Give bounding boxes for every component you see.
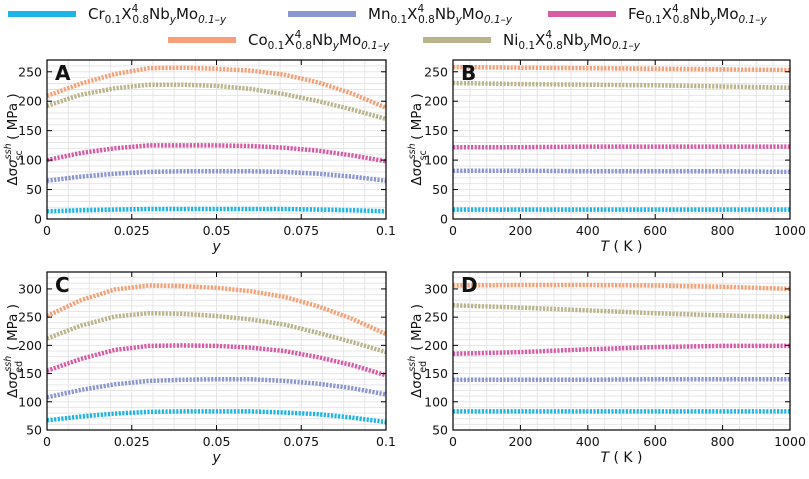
y-tick-label: 50: [432, 182, 448, 197]
y-tick-label: 200: [424, 338, 448, 353]
legend-entry-co: Co0.1X4 0.8NbyMo0.1–y: [168, 29, 390, 52]
y-tick-label: 250: [18, 64, 42, 79]
x-tick-label: 0: [449, 223, 457, 238]
legend: Cr0.1X4 0.8NbyMo0.1–y Mn0.1X4 0.8NbyMo0.1–y…: [8, 3, 767, 52]
legend-entry-fe: Fe0.1X4 0.8NbyMo0.1–y: [548, 3, 767, 26]
panel-letter: D: [461, 273, 478, 297]
panel-letter: B: [461, 61, 476, 85]
x-tick-label: 400: [576, 434, 600, 449]
x-tick-label: 0.075: [283, 434, 319, 449]
series-line-cr: [46, 409, 387, 425]
y-tick-label: 100: [424, 394, 448, 409]
y-tick-label: 150: [18, 123, 42, 138]
x-tick-label: 200: [508, 434, 532, 449]
legend-label: Cr0.1X4 0.8NbyMo0.1–y: [88, 3, 227, 26]
x-tick-label: 0.1: [376, 434, 396, 449]
series-line-fe: [453, 144, 790, 150]
y-axis-label: Δσσsshed ( MPa ): [407, 304, 429, 398]
x-axis-label: y: [211, 239, 221, 255]
y-tick-label: 0: [34, 212, 42, 227]
y-tick-label: 200: [424, 94, 448, 109]
plot-frame: [452, 59, 791, 220]
panel-c: 0 0.025 0.05 0.075 0.1 50 100 150 200 250 300 Cy Δσσ…: [3, 271, 396, 466]
y-tick-label: 100: [18, 153, 42, 168]
series-line-cr: [46, 206, 387, 214]
y-tick-label: 100: [424, 153, 448, 168]
series-line-mn: [453, 168, 791, 175]
y-tick-label: 150: [424, 123, 448, 138]
series-line-co: [46, 65, 387, 110]
legend-label: Ni0.1X4 0.8NbyMo0.1–y: [503, 29, 641, 52]
series-line-mn: [46, 169, 387, 183]
x-tick-label: 0.1: [376, 223, 396, 238]
y-tick-label: 250: [18, 310, 42, 325]
y-tick-label: 150: [18, 366, 42, 381]
y-tick-label: 150: [424, 366, 448, 381]
x-tick-label: 200: [508, 223, 532, 238]
y-tick-label: 250: [424, 64, 448, 79]
legend-label: Fe0.1X4 0.8NbyMo0.1–y: [628, 3, 767, 26]
plot-frame: [452, 271, 791, 431]
y-axis-label: Δσσsshed ( MPa ): [3, 304, 25, 398]
y-tick-label: 200: [18, 338, 42, 353]
y-axis-label: Δσσsshsc ( MPa ): [407, 93, 429, 185]
y-axis-label: Δσσsshsc ( MPa ): [3, 93, 25, 185]
x-tick-label: 600: [643, 434, 667, 449]
y-tick-label: 300: [18, 281, 42, 296]
x-tick-label: 1000: [774, 434, 806, 449]
series-line-ni: [452, 303, 791, 320]
series-line-fe: [46, 143, 387, 164]
legend-label: Co0.1X4 0.8NbyMo0.1–y: [248, 29, 390, 52]
x-tick-label: 0.05: [203, 434, 231, 449]
series-line-mn: [46, 376, 387, 400]
legend-label: Mn0.1X4 0.8NbyMo0.1–y: [368, 3, 513, 26]
x-tick-label: 0: [43, 434, 51, 449]
legend-entry-ni: Ni0.1X4 0.8NbyMo0.1–y: [423, 29, 641, 52]
x-tick-label: 0: [43, 223, 51, 238]
x-tick-label: 600: [643, 223, 667, 238]
series-line-fe: [46, 343, 387, 378]
series-line-ni: [46, 310, 387, 355]
series-line-co: [452, 282, 791, 292]
y-tick-label: 300: [424, 281, 448, 296]
series-line-mn: [453, 376, 790, 383]
y-tick-label: 250: [424, 310, 448, 325]
panel-letter: C: [55, 273, 70, 297]
series-line-ni: [46, 82, 387, 122]
panel-d: 0 200 400 600 800 1000 50 100 150 200 250 300 D T ( K…: [407, 271, 806, 466]
series-line-fe: [452, 343, 790, 357]
y-tick-label: 100: [18, 394, 42, 409]
y-tick-label: 200: [18, 94, 42, 109]
panel-letter: A: [55, 61, 71, 85]
x-tick-label: 0.025: [114, 434, 150, 449]
legend-entry-mn: Mn0.1X4 0.8NbyMo0.1–y: [288, 3, 513, 26]
legend-entry-cr: Cr0.1X4 0.8NbyMo0.1–y: [8, 3, 227, 26]
panel-a: 0 0.025 0.05 0.075 0.1 0 50 100 150 200 250 Ay Δσσss…: [3, 59, 396, 255]
y-tick-label: 50: [26, 182, 42, 197]
y-tick-label: 0: [440, 212, 448, 227]
x-tick-label: 0.025: [114, 223, 150, 238]
x-axis-label: T ( K ): [600, 450, 642, 466]
y-tick-label: 50: [26, 423, 42, 438]
series-line-co: [46, 283, 387, 337]
x-tick-label: 1000: [774, 223, 806, 238]
series-line-ni: [452, 80, 791, 90]
x-axis-label: y: [211, 450, 221, 466]
x-tick-label: 0.05: [203, 223, 231, 238]
y-tick-label: 50: [432, 423, 448, 438]
x-tick-label: 0.075: [283, 223, 319, 238]
x-tick-label: 800: [711, 223, 735, 238]
series-line-co: [452, 64, 791, 73]
x-tick-label: 800: [711, 434, 735, 449]
panel-b: 0 200 400 600 800 1000 0 50 100 150 200 250 B T ( K )…: [407, 59, 806, 255]
x-tick-label: 400: [576, 223, 600, 238]
x-axis-label: T ( K ): [600, 239, 642, 255]
x-tick-label: 0: [449, 434, 457, 449]
